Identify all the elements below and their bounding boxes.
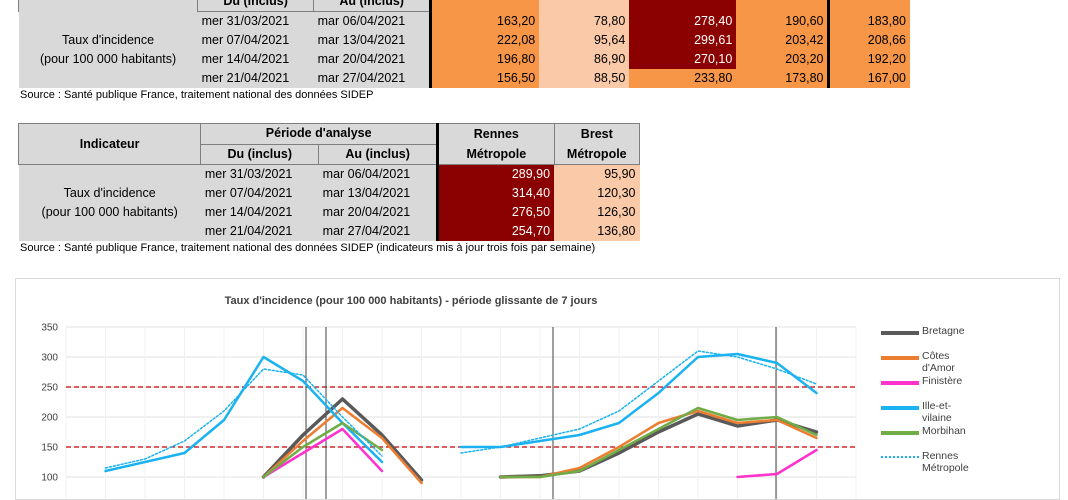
y-tick-label: 350 [41, 323, 58, 334]
periode-header: Période d'analyse [200, 123, 440, 145]
series-line [261, 397, 424, 482]
series-line [104, 355, 384, 473]
du-header: Du (inclus) [200, 143, 320, 165]
value-cell: 233,80 [629, 69, 737, 88]
value-cell: 289,90 [437, 164, 555, 184]
value-cell: 167,00 [828, 69, 910, 88]
chart-title: Taux d'incidence (pour 100 000 habitants… [224, 295, 598, 307]
value-cell: 208,66 [828, 31, 910, 50]
legend-swatch [881, 456, 919, 458]
date-au: mar 13/04/2021 [318, 184, 440, 203]
value-cell: 86,90 [539, 50, 630, 69]
date-du: mer 31/03/2021 [200, 164, 319, 184]
date-au: mar 27/04/2021 [318, 222, 440, 241]
date-au: mar 27/04/2021 [313, 69, 433, 88]
brest-header: Brest Métropole [553, 123, 641, 165]
au-header: Au (inclus) [318, 143, 440, 165]
value-cell: 78,80 [539, 11, 630, 31]
value-cell: 126,30 [554, 203, 640, 222]
col-au-header: Au (inclus) [313, 0, 433, 12]
value-cell: 222,08 [430, 31, 540, 50]
col-du-header: Du (inclus) [197, 0, 315, 12]
value-cell: 183,80 [828, 11, 910, 31]
y-tick-label: 200 [41, 413, 58, 424]
y-tick-label: 250 [41, 383, 58, 394]
series-line [262, 427, 384, 479]
series-line [262, 406, 423, 485]
date-au: mar 13/04/2021 [313, 31, 433, 50]
value-cell: 270,10 [629, 50, 737, 69]
rennes-header: Rennes Métropole [437, 123, 555, 165]
date-du: mer 07/04/2021 [200, 184, 319, 203]
series-line [459, 352, 818, 449]
value-cell: 276,50 [437, 203, 555, 222]
value-cell: 299,61 [629, 31, 737, 50]
legend-label: Morbihan [922, 425, 966, 437]
value-cell: 173,80 [736, 69, 831, 88]
legend-label: Finistère [922, 375, 963, 387]
date-au: mar 06/04/2021 [313, 11, 433, 31]
legend-label: Côtes d'Amor [922, 350, 955, 374]
legend-swatch [881, 431, 919, 435]
legend-swatch [881, 381, 919, 385]
date-au: mar 20/04/2021 [318, 203, 440, 222]
row-label: Taux d'incidence (pour 100 000 habitants) [18, 11, 198, 88]
value-cell: 163,20 [430, 11, 540, 31]
value-cell: 203,42 [736, 31, 831, 50]
series-line [104, 368, 383, 469]
row-label: Taux d'incidence (pour 100 000 habitants) [18, 164, 201, 241]
chart-plot: 100 150 200 250 300 350 [41, 323, 857, 499]
y-tick-label: 150 [41, 443, 58, 454]
y-tick-label: 100 [41, 473, 58, 484]
legend-label: Ille-et-vilaine [922, 400, 952, 424]
value-cell: 278,40 [629, 11, 737, 31]
value-cell: 88,50 [539, 69, 630, 88]
value-cell: 190,60 [736, 11, 831, 31]
date-du: mer 21/04/2021 [197, 69, 314, 88]
series-line [736, 448, 818, 479]
value-cell: 314,40 [437, 184, 555, 203]
legend-swatch [881, 356, 919, 360]
indicateur-header: Indicateur [17, 123, 202, 165]
incidence-chart: Taux d'incidence (pour 100 000 habitants… [15, 278, 1060, 500]
table1-source: Source : Santé publique France, traiteme… [20, 89, 374, 101]
legend-swatch [881, 331, 919, 335]
date-du: mer 07/04/2021 [197, 31, 314, 50]
date-au: mar 06/04/2021 [318, 164, 440, 184]
series-line [499, 406, 818, 479]
y-tick-label: 300 [41, 353, 58, 364]
legend-label: Rennes Métropole [922, 450, 969, 474]
series-line [460, 350, 818, 454]
value-cell: 156,50 [430, 69, 540, 88]
value-cell: 95,64 [539, 31, 630, 50]
date-du: mer 14/04/2021 [200, 203, 319, 222]
value-cell: 120,30 [554, 184, 640, 203]
date-au: mar 20/04/2021 [313, 50, 433, 69]
legend-label: Bretagne [922, 325, 965, 337]
legend-swatch [881, 406, 919, 410]
incidence-table-departments: Du (inclus) Au (inclus) Taux d'incidence… [17, 0, 910, 88]
value-cell: 136,80 [554, 222, 640, 241]
date-du: mer 31/03/2021 [197, 11, 314, 31]
incidence-table-metropoles: Indicateur Période d'analyse Rennes Métro… [17, 123, 641, 241]
value-cell: 192,20 [828, 50, 910, 69]
value-cell: 196,80 [430, 50, 540, 69]
value-cell: 203,20 [736, 50, 831, 69]
date-du: mer 14/04/2021 [197, 50, 314, 69]
series-line [262, 421, 384, 479]
value-cell: 95,90 [554, 164, 640, 184]
table2-source: Source : Santé publique France, traiteme… [20, 242, 596, 254]
date-du: mer 21/04/2021 [200, 222, 319, 241]
value-cell: 254,70 [437, 222, 555, 241]
